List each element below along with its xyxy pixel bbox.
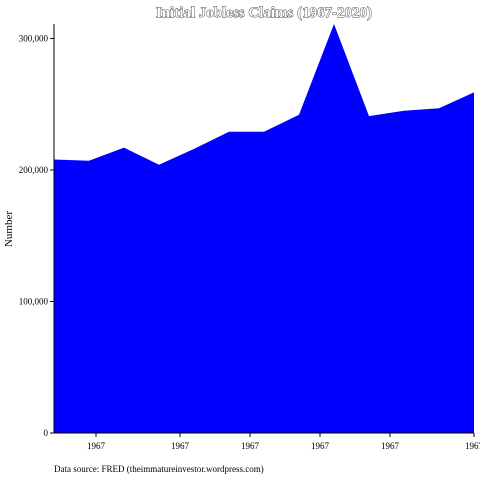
y-tick-label: 200,000 xyxy=(19,165,49,175)
area-series xyxy=(54,24,474,433)
y-tick-label: 100,000 xyxy=(19,296,49,306)
y-axis-ticks: 0 100,000 200,000 300,000 xyxy=(19,33,54,438)
x-tick-label: 1967 xyxy=(241,441,260,451)
x-tick-label: 1967 xyxy=(311,441,330,451)
x-tick-label: 1967 xyxy=(171,441,190,451)
data-source-caption: Data source: FRED (theimmatureinvestor.w… xyxy=(54,464,264,474)
chart-title: Initial Jobless Claims (1967-2020) xyxy=(156,5,372,21)
y-tick-label: 0 xyxy=(44,428,49,438)
x-tick-label: 1967 xyxy=(381,441,400,451)
x-tick-label: 1967 xyxy=(87,441,106,451)
plot-area xyxy=(54,24,474,433)
x-axis-ticks: 1967 1967 1967 1967 1967 1967 xyxy=(87,433,480,451)
y-tick-label: 300,000 xyxy=(19,33,49,43)
y-axis-label: Number xyxy=(3,211,15,247)
x-tick-label: 1967 xyxy=(465,441,480,451)
